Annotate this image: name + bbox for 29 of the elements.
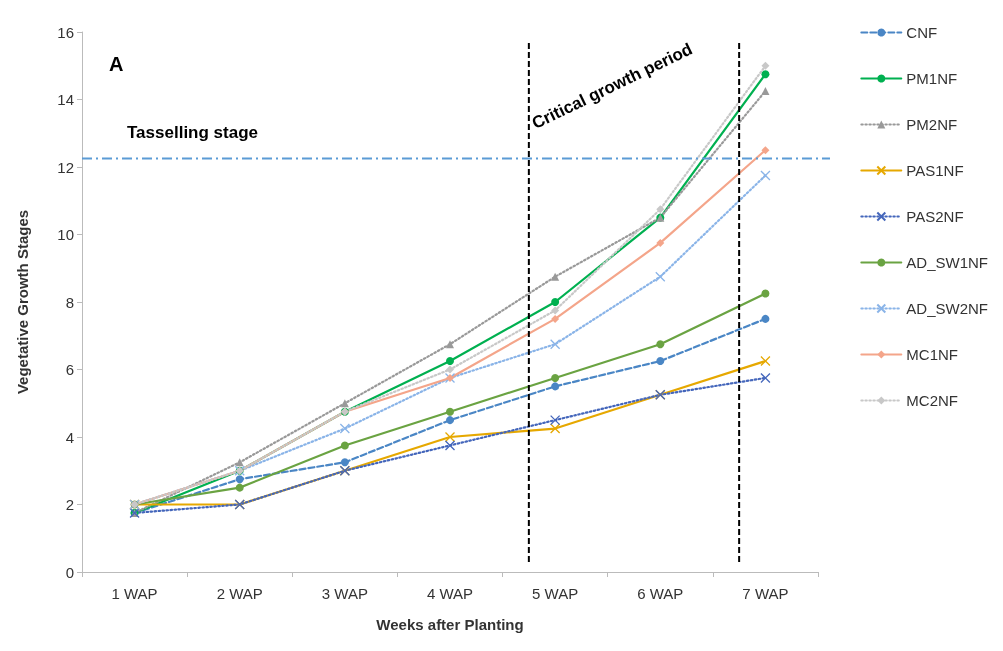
legend-label: PM2NF (906, 116, 958, 133)
legend-label: AD_SW2NF (906, 300, 989, 317)
x-tick-label: 4 WAP (426, 585, 474, 602)
y-tick-label: 2 (65, 496, 74, 513)
y-tick-label: 6 (65, 361, 74, 378)
y-tick-label: 14 (57, 91, 74, 108)
x-axis-title: Weeks after Planting (376, 616, 524, 633)
ref-line-label: Tasselling stage (127, 122, 259, 142)
y-tick-label: 8 (65, 293, 74, 311)
legend-label: PAS1NF (906, 162, 964, 179)
y-tick-label: 16 (57, 23, 74, 41)
y-tick-label: 10 (57, 226, 74, 243)
x-tick-label: 2 WAP (216, 585, 263, 602)
y-tick-label: 4 (65, 428, 74, 446)
legend-label: MC2NF (906, 392, 958, 409)
x-tick-label: 1 WAP (111, 585, 158, 602)
y-axis-title: Vegetative Growth Stages (14, 209, 31, 395)
legend-label: CNF (906, 24, 938, 41)
x-tick-label: 7 WAP (742, 585, 789, 602)
x-tick-label: 5 WAP (532, 585, 579, 602)
x-tick-label: 6 WAP (637, 585, 684, 602)
annotation: A (109, 53, 124, 75)
x-tick-label: 3 WAP (321, 585, 368, 602)
legend-label: PM1NF (906, 70, 958, 87)
legend-label: AD_SW1NF (906, 254, 989, 271)
legend-label: PAS2NF (906, 208, 964, 225)
legend-label: MC1NF (906, 346, 958, 363)
y-tick-label: 12 (57, 158, 74, 176)
y-tick-label: 0 (65, 563, 74, 581)
